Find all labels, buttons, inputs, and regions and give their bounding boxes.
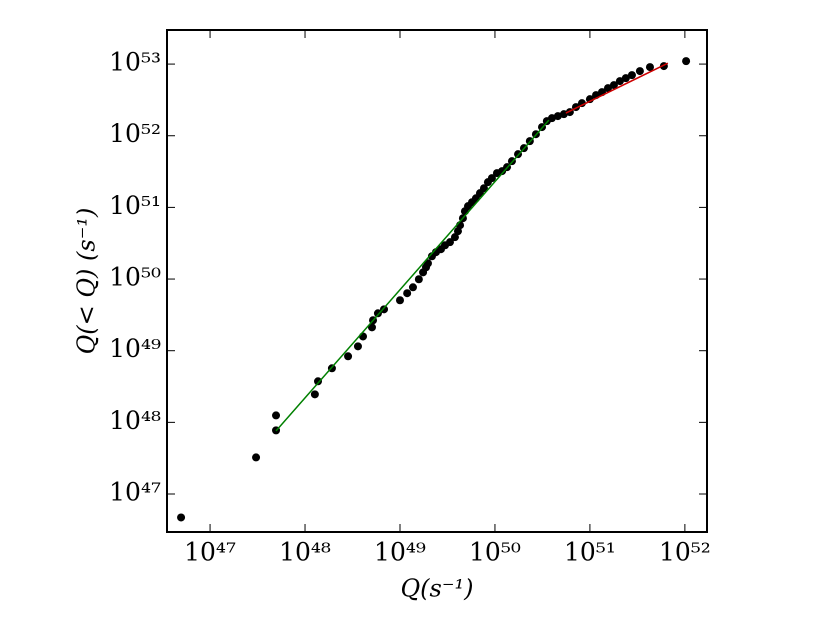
point: [635, 67, 644, 76]
y-tick-label: 10⁵¹: [109, 191, 161, 220]
point: [682, 57, 691, 66]
point: [414, 275, 423, 284]
point: [367, 323, 376, 332]
point: [177, 513, 186, 522]
point: [450, 233, 459, 242]
y-axis-label: Q(< Q) (s⁻¹): [73, 208, 101, 355]
point: [487, 174, 496, 183]
x-tick-label: 10⁵¹: [564, 538, 616, 567]
point: [577, 99, 586, 108]
point: [353, 342, 362, 351]
x-axis-label: Q(s⁻¹): [400, 575, 473, 603]
fit-line: [565, 62, 669, 114]
point: [403, 289, 412, 298]
x-tick-label: 10⁴⁷: [184, 538, 236, 567]
x-tick-label: 10⁵⁰: [469, 538, 521, 567]
point: [445, 238, 454, 247]
point: [627, 71, 636, 80]
point: [359, 332, 368, 341]
x-tick-label: 10⁴⁹: [374, 538, 426, 567]
point: [272, 411, 281, 420]
point: [314, 377, 323, 386]
point: [621, 74, 630, 83]
fit-line: [275, 119, 550, 432]
point: [615, 77, 624, 86]
y-tick-label: 10⁵²: [109, 119, 161, 148]
point: [395, 296, 404, 305]
point: [344, 352, 353, 361]
point: [252, 453, 261, 462]
point: [603, 84, 612, 93]
point: [609, 81, 618, 90]
y-tick-label: 10⁴⁷: [109, 478, 161, 507]
point: [408, 283, 417, 292]
y-tick-label: 10⁴⁹: [109, 334, 161, 363]
y-tick-label: 10⁵⁰: [109, 263, 161, 292]
x-tick-label: 10⁴⁸: [279, 538, 331, 567]
x-tick-label: 10⁵²: [659, 538, 711, 567]
point: [310, 390, 319, 399]
point: [373, 309, 382, 318]
y-tick-label: 10⁵³: [109, 48, 161, 77]
point: [645, 63, 654, 72]
plot-frame: [166, 29, 708, 533]
point: [479, 184, 488, 193]
y-tick-label: 10⁴⁸: [109, 406, 161, 435]
